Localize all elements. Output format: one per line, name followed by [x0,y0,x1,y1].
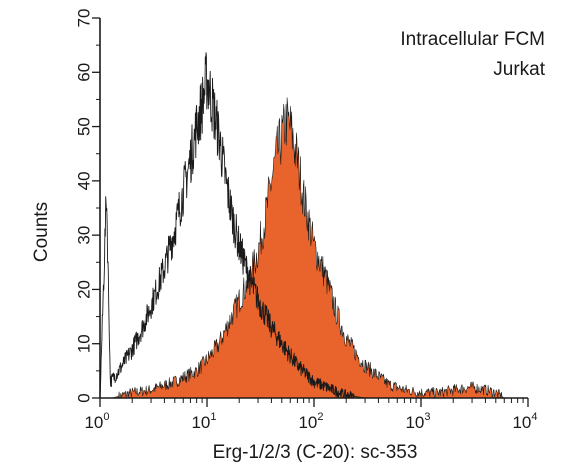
outline-histogram [99,52,366,399]
y-tick-label: 30 [75,226,94,245]
x-tick-exponent: 0 [103,411,109,423]
x-tick-label: 104 [512,411,537,432]
x-tick-label: 100 [84,411,109,432]
y-tick-label: 40 [75,171,94,190]
x-tick-label: 101 [191,411,216,432]
y-tick-label: 20 [75,280,94,299]
x-tick-exponent: 3 [424,411,430,423]
annotation-line-1: Intracellular FCM [400,29,545,50]
histogram-series [99,52,505,399]
filled-histogram [99,97,505,399]
y-axis-title: Counts [31,202,52,262]
x-tick-label: 102 [298,411,323,432]
y-tick-label: 50 [75,117,94,136]
x-tick-exponent: 2 [317,411,323,423]
y-tick-label: 70 [75,9,94,28]
x-tick-exponent: 4 [531,411,537,423]
x-axis-title: Erg-1/2/3 (C-20): sc-353 [213,442,418,463]
x-tick-label: 103 [405,411,430,432]
annotation-line-2: Jurkat [493,59,545,80]
y-tick-label: 60 [75,63,94,82]
x-tick-exponent: 1 [210,411,216,423]
y-tick-label: 10 [75,334,94,353]
y-tick-label: 0 [75,393,94,402]
